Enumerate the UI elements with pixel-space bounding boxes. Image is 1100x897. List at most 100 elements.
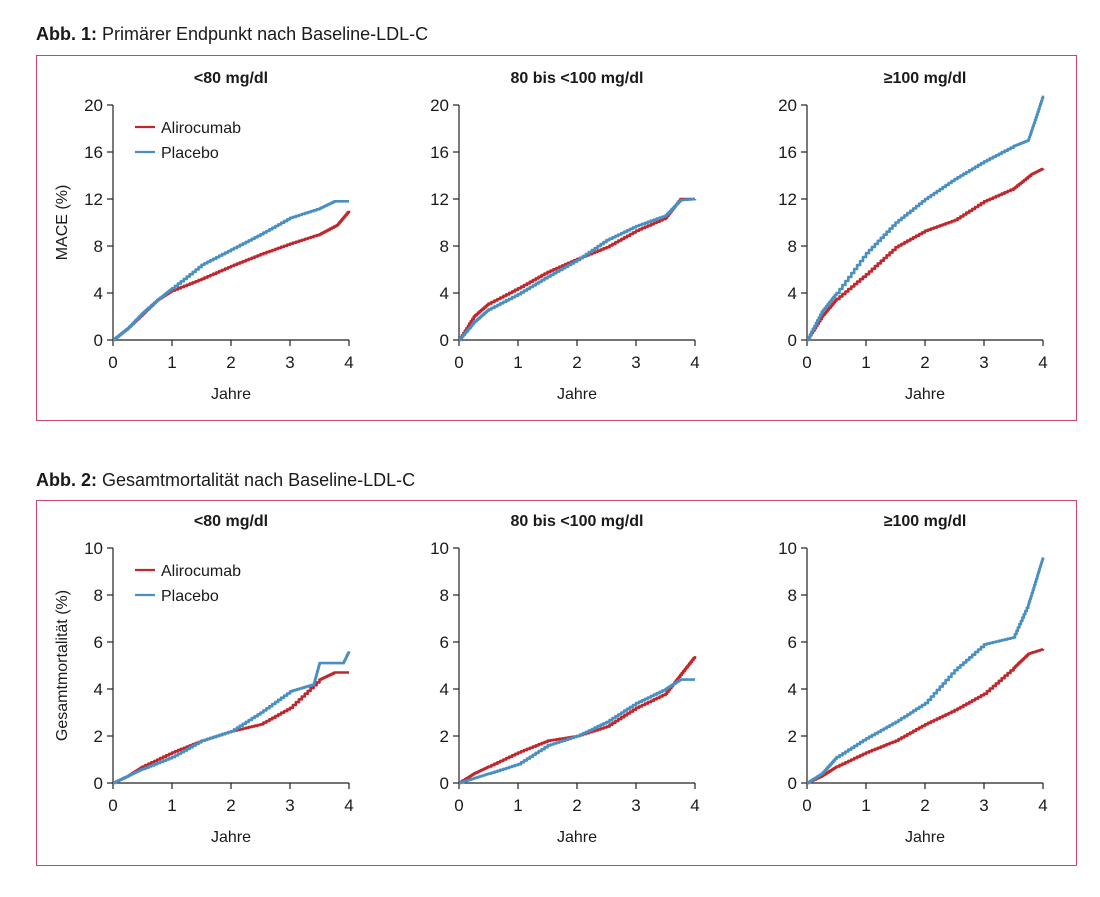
chart-0-legend-label-placebo: Placebo	[161, 145, 219, 162]
chart-4-y-tick-label: 2	[440, 727, 449, 746]
chart-2-y-tick-label: 16	[778, 143, 797, 162]
chart-4-y-tick-label: 0	[440, 774, 449, 793]
chart-1-y-tick-label: 8	[440, 237, 449, 256]
chart-3-y-tick-label: 2	[94, 727, 103, 746]
figure-2-caption: Gesamtmortalität nach Baseline-LDL-C	[102, 470, 416, 490]
figure-2-frame	[36, 500, 1077, 866]
chart-0-x-tick-label: 3	[285, 353, 294, 372]
chart-4-x-tick-label: 2	[572, 796, 581, 815]
chart-4-y-tick-label: 10	[430, 539, 449, 558]
chart-3-x-axis-label: Jahre	[211, 829, 251, 846]
chart-5-y-tick-label: 0	[788, 774, 797, 793]
chart-3-y-tick-label: 4	[94, 680, 103, 699]
chart-3-x-tick-label: 2	[226, 796, 235, 815]
chart-3-y-tick-label: 0	[94, 774, 103, 793]
chart-2-y-tick-label: 4	[788, 284, 797, 303]
chart-4-series-alirocumab	[459, 656, 697, 785]
chart-5-y-tick-label: 8	[788, 586, 797, 605]
chart-0-y-tick-label: 8	[94, 237, 103, 256]
chart-4-y-tick-label: 8	[440, 586, 449, 605]
chart-4-x-tick-label: 1	[513, 796, 522, 815]
figure-1-caption: Primärer Endpunkt nach Baseline-LDL-C	[102, 24, 429, 44]
chart-3-x-tick-label: 1	[167, 796, 176, 815]
figure-1-frame	[36, 55, 1077, 421]
chart-0-y-tick-label: 20	[84, 96, 103, 115]
chart-1-title: 80 bis <100 mg/dl	[511, 70, 644, 87]
chart-0-title: <80 mg/dl	[194, 70, 268, 87]
chart-0-legend-label-alirocumab: Alirocumab	[161, 120, 241, 137]
chart-5-series-placebo	[807, 557, 1045, 785]
chart-4-y-tick-label: 6	[440, 633, 449, 652]
chart-5-x-tick-label: 0	[802, 796, 811, 815]
chart-5-x-tick-label: 1	[861, 796, 870, 815]
chart-0-x-tick-label: 4	[344, 353, 353, 372]
chart-0-series-alirocumab	[113, 210, 351, 342]
chart-0-x-tick-label: 2	[226, 353, 235, 372]
chart-3-x-tick-label: 4	[344, 796, 353, 815]
chart-3-y-tick-label: 6	[94, 633, 103, 652]
chart-3-x-tick-label: 3	[285, 796, 294, 815]
chart-3-title: <80 mg/dl	[194, 513, 268, 530]
figure-2-title: Abb. 2: Gesamtmortalität nach Baseline-L…	[36, 470, 415, 491]
chart-3-legend-label-placebo: Placebo	[161, 588, 219, 605]
chart-1-series-placebo	[459, 197, 697, 342]
chart-1-y-tick-label: 16	[430, 143, 449, 162]
chart-0-x-tick-label: 1	[167, 353, 176, 372]
chart-4-x-tick-label: 3	[631, 796, 640, 815]
chart-4-y-tick-label: 4	[440, 680, 449, 699]
chart-5-y-tick-label: 10	[778, 539, 797, 558]
chart-4-x-tick-label: 0	[454, 796, 463, 815]
chart-2-x-tick-label: 1	[861, 353, 870, 372]
chart-1-x-tick-label: 4	[690, 353, 699, 372]
chart-0-series-placebo	[113, 200, 349, 342]
chart-2-y-tick-label: 0	[788, 331, 797, 350]
chart-4-x-tick-label: 4	[690, 796, 699, 815]
chart-0-y-tick-label: 4	[94, 284, 103, 303]
chart-4-series-placebo	[459, 678, 695, 785]
figure-1-label: Abb. 1:	[36, 24, 97, 44]
chart-2-series-placebo	[807, 95, 1045, 342]
chart-5-series-alirocumab	[807, 648, 1045, 785]
chart-2-series-alirocumab	[807, 167, 1045, 342]
chart-1-y-tick-label: 20	[430, 96, 449, 115]
chart-1-x-tick-label: 2	[572, 353, 581, 372]
chart-0-y-tick-label: 16	[84, 143, 103, 162]
chart-0-y-tick-label: 0	[94, 331, 103, 350]
chart-5-title: ≥100 mg/dl	[884, 513, 967, 530]
chart-2-x-tick-label: 4	[1038, 353, 1047, 372]
chart-1-series-alirocumab	[459, 197, 695, 342]
chart-3-legend-label-alirocumab: Alirocumab	[161, 563, 241, 580]
chart-2-x-tick-label: 3	[979, 353, 988, 372]
chart-3-series-placebo	[113, 651, 351, 785]
chart-3-y-tick-label: 10	[84, 539, 103, 558]
chart-2-title: ≥100 mg/dl	[884, 70, 967, 87]
chart-1-y-tick-label: 12	[430, 190, 449, 209]
chart-1-y-tick-label: 0	[440, 331, 449, 350]
chart-5-x-tick-label: 2	[920, 796, 929, 815]
chart-4-x-axis-label: Jahre	[557, 829, 597, 846]
chart-4-title: 80 bis <100 mg/dl	[511, 513, 644, 530]
chart-5-x-tick-label: 3	[979, 796, 988, 815]
chart-5-y-tick-label: 2	[788, 727, 797, 746]
chart-3-x-tick-label: 0	[108, 796, 117, 815]
figure-2-label: Abb. 2:	[36, 470, 97, 490]
chart-2-y-tick-label: 12	[778, 190, 797, 209]
chart-0-x-tick-label: 0	[108, 353, 117, 372]
chart-5-y-tick-label: 4	[788, 680, 797, 699]
figure-1-title: Abb. 1: Primärer Endpunkt nach Baseline-…	[36, 24, 428, 45]
chart-3-y-tick-label: 8	[94, 586, 103, 605]
chart-0-x-axis-label: Jahre	[211, 386, 251, 403]
chart-2-x-tick-label: 2	[920, 353, 929, 372]
chart-0-y-axis-label: MACE (%)	[54, 185, 71, 261]
chart-3-y-axis-label: Gesamtmortalität (%)	[54, 590, 71, 741]
chart-1-x-axis-label: Jahre	[557, 386, 597, 403]
chart-5-x-axis-label: Jahre	[905, 829, 945, 846]
chart-1-x-tick-label: 1	[513, 353, 522, 372]
chart-5-y-tick-label: 6	[788, 633, 797, 652]
chart-2-y-tick-label: 20	[778, 96, 797, 115]
chart-1-x-tick-label: 0	[454, 353, 463, 372]
chart-2-x-axis-label: Jahre	[905, 386, 945, 403]
chart-2-y-tick-label: 8	[788, 237, 797, 256]
chart-5-x-tick-label: 4	[1038, 796, 1047, 815]
